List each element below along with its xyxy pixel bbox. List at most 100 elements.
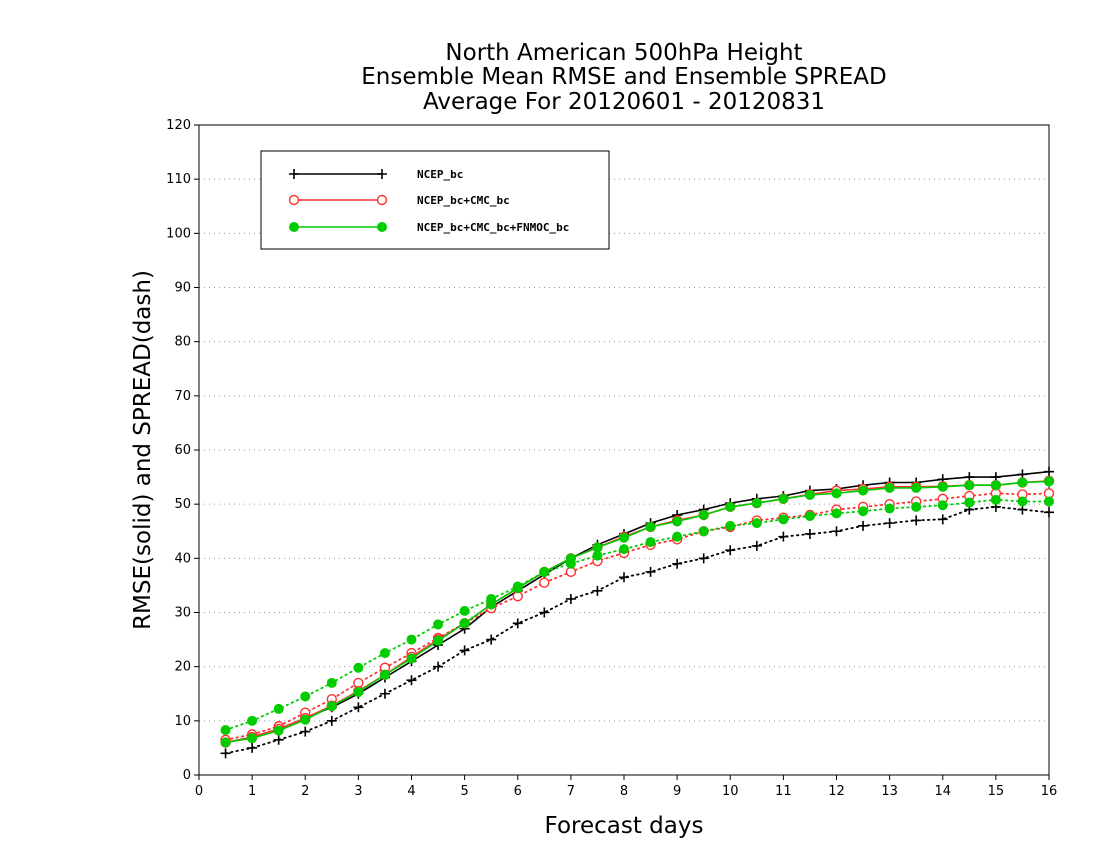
data-point-ncep-bc-cmc-bc-fnmoc-bc-rmse: [220, 737, 231, 748]
series-ncep-bc-rmse: [220, 466, 1054, 748]
data-point-ncep-bc-rmse: [1044, 466, 1054, 477]
y-tick-label: 30: [174, 606, 191, 621]
x-axis-ticks: 0 1 2 3 4 5 6 7 8 9 10 11 12 13 14 15 16: [195, 775, 1057, 799]
data-point-ncep-bc-spread: [645, 566, 656, 577]
series-line-ncep-bc-cmc-bc-rmse: [225, 480, 1050, 744]
data-point-ncep-bc-cmc-bc-fnmoc-bc-rmse: [379, 669, 390, 680]
x-tick-label: 9: [673, 784, 681, 799]
data-point-ncep-bc-spread: [619, 572, 629, 583]
series-layer: [220, 466, 1055, 759]
data-point-ncep-bc-cmc-bc-fnmoc-bc-spread: [379, 648, 390, 659]
data-point-ncep-bc-cmc-bc-fnmoc-bc-rmse: [778, 493, 789, 504]
y-tick-label: 40: [174, 551, 191, 566]
series-line-ncep-bc-spread: [224, 505, 1050, 755]
y-tick-label: 80: [174, 335, 191, 350]
x-tick-label: 7: [567, 784, 575, 799]
series-line-ncep-bc-cmc-bc-spread: [224, 492, 1050, 741]
data-point-ncep-bc-cmc-bc-fnmoc-bc-spread: [459, 605, 470, 616]
x-tick-label: 5: [460, 784, 468, 799]
data-point-ncep-bc-cmc-bc-fnmoc-bc-spread: [1044, 496, 1054, 507]
legend: NCEP_bc NCEP_bc+CMC_bc NCEP_bc+CMC_bc+FNMO…: [260, 150, 610, 250]
y-tick-label: 70: [174, 389, 191, 404]
x-tick-label: 0: [195, 784, 203, 799]
data-point-ncep-bc-cmc-bc-fnmoc-bc-spread: [645, 537, 656, 548]
data-point-ncep-bc-cmc-bc-fnmoc-bc-spread: [751, 518, 762, 529]
x-tick-label: 8: [620, 784, 628, 799]
data-point-ncep-bc-cmc-bc-fnmoc-bc-spread: [1017, 496, 1028, 507]
data-point-ncep-bc-cmc-bc-fnmoc-bc-rmse: [486, 599, 497, 610]
y-tick-label: 0: [183, 768, 191, 783]
data-point-ncep-bc-spread: [326, 715, 337, 726]
data-point-ncep-bc-cmc-bc-fnmoc-bc-rmse: [804, 489, 815, 500]
data-point-ncep-bc-spread: [273, 734, 284, 745]
legend-marker: [377, 169, 387, 179]
data-point-ncep-bc-cmc-bc-fnmoc-bc-rmse: [858, 485, 869, 496]
data-point-ncep-bc-spread: [433, 661, 444, 672]
data-point-ncep-bc-cmc-bc-fnmoc-bc-rmse: [698, 510, 709, 520]
data-point-ncep-bc-spread: [858, 520, 869, 531]
y-tick-label: 10: [174, 714, 191, 729]
data-point-ncep-bc-cmc-bc-fnmoc-bc-rmse: [619, 532, 629, 543]
data-point-ncep-bc-spread: [459, 645, 470, 656]
data-point-ncep-bc-cmc-bc-fnmoc-bc-spread: [433, 619, 444, 630]
data-point-ncep-bc-spread: [539, 607, 550, 618]
data-point-ncep-bc-cmc-bc-fnmoc-bc-rmse: [406, 653, 417, 664]
data-point-ncep-bc-spread: [884, 518, 895, 529]
data-point-ncep-bc-cmc-bc-fnmoc-bc-spread: [831, 508, 842, 519]
legend-label: NCEP_bc+CMC_bc+FNMOC_bc: [417, 221, 569, 234]
y-axis-ticks: 0 10 20 30 40 50 60 70 80 90 100 110 120: [166, 118, 199, 783]
data-point-ncep-bc-cmc-bc-fnmoc-bc-spread: [937, 500, 948, 511]
x-tick-label: 4: [407, 784, 415, 799]
data-point-ncep-bc-cmc-bc-fnmoc-bc-rmse: [964, 480, 975, 491]
series-ncep-bc-cmc-bc-fnmoc-bc-rmse: [220, 476, 1054, 748]
data-point-ncep-bc-cmc-bc-fnmoc-bc-rmse: [831, 488, 842, 499]
data-point-ncep-bc-spread: [406, 675, 417, 686]
data-point-ncep-bc-cmc-bc-fnmoc-bc-spread: [964, 497, 975, 508]
data-point-ncep-bc-cmc-bc-fnmoc-bc-rmse: [592, 542, 603, 553]
data-point-ncep-bc-spread: [778, 531, 789, 542]
x-axis-label: Forecast days: [545, 813, 704, 839]
y-tick-label: 50: [174, 497, 191, 512]
x-tick-label: 3: [354, 784, 362, 799]
x-tick-label: 12: [828, 784, 845, 799]
data-point-ncep-bc-spread: [725, 545, 736, 556]
data-point-ncep-bc-cmc-bc-fnmoc-bc-spread: [911, 501, 922, 512]
x-tick-label: 10: [722, 784, 739, 799]
data-point-ncep-bc-cmc-bc-fnmoc-bc-rmse: [937, 481, 948, 492]
title-line-3: Average For 20120601 - 20120831: [423, 89, 825, 115]
data-point-ncep-bc-spread: [512, 618, 523, 629]
data-point-ncep-bc-cmc-bc-fnmoc-bc-rmse: [911, 482, 922, 493]
y-tick-label: 90: [174, 281, 191, 296]
data-point-ncep-bc-cmc-bc-fnmoc-bc-spread: [725, 520, 736, 531]
data-point-ncep-bc-cmc-bc-fnmoc-bc-rmse: [565, 553, 576, 564]
data-point-ncep-bc-spread: [804, 528, 815, 539]
y-tick-label: 120: [166, 118, 191, 133]
series-line-ncep-bc-rmse: [225, 470, 1050, 744]
y-axis-label: RMSE(solid) and SPREAD(dash): [130, 270, 156, 630]
data-point-ncep-bc-cmc-bc-fnmoc-bc-rmse: [990, 480, 1001, 491]
data-point-ncep-bc-cmc-bc-fnmoc-bc-rmse: [1017, 477, 1028, 488]
data-point-ncep-bc-cmc-bc-fnmoc-bc-spread: [990, 494, 1001, 505]
x-tick-label: 2: [301, 784, 309, 799]
data-point-ncep-bc-spread: [379, 688, 390, 699]
x-tick-label: 11: [775, 784, 792, 799]
data-point-ncep-bc-cmc-bc-spread: [539, 577, 550, 588]
data-point-ncep-bc-cmc-bc-fnmoc-bc-rmse: [326, 701, 337, 712]
data-point-ncep-bc-cmc-bc-fnmoc-bc-rmse: [512, 583, 523, 594]
legend-marker: [288, 194, 300, 206]
data-point-ncep-bc-cmc-bc-fnmoc-bc-spread: [326, 677, 337, 688]
gridlines: [199, 178, 1049, 722]
data-point-ncep-bc-cmc-bc-fnmoc-bc-rmse: [433, 635, 444, 646]
data-point-ncep-bc-cmc-bc-fnmoc-bc-spread: [220, 725, 231, 736]
data-point-ncep-bc-cmc-bc-fnmoc-bc-spread: [273, 703, 284, 714]
legend-label: NCEP_bc: [417, 168, 463, 181]
data-point-ncep-bc-spread: [831, 526, 842, 537]
series-ncep-bc-cmc-bc-fnmoc-bc-spread: [220, 494, 1054, 736]
legend-marker: [377, 222, 387, 232]
data-point-ncep-bc-cmc-bc-fnmoc-bc-rmse: [459, 618, 470, 629]
data-point-ncep-bc-cmc-bc-fnmoc-bc-rmse: [353, 687, 364, 698]
x-tick-label: 15: [988, 784, 1005, 799]
data-point-ncep-bc-cmc-bc-fnmoc-bc-rmse: [884, 482, 895, 493]
y-tick-label: 20: [174, 660, 191, 675]
